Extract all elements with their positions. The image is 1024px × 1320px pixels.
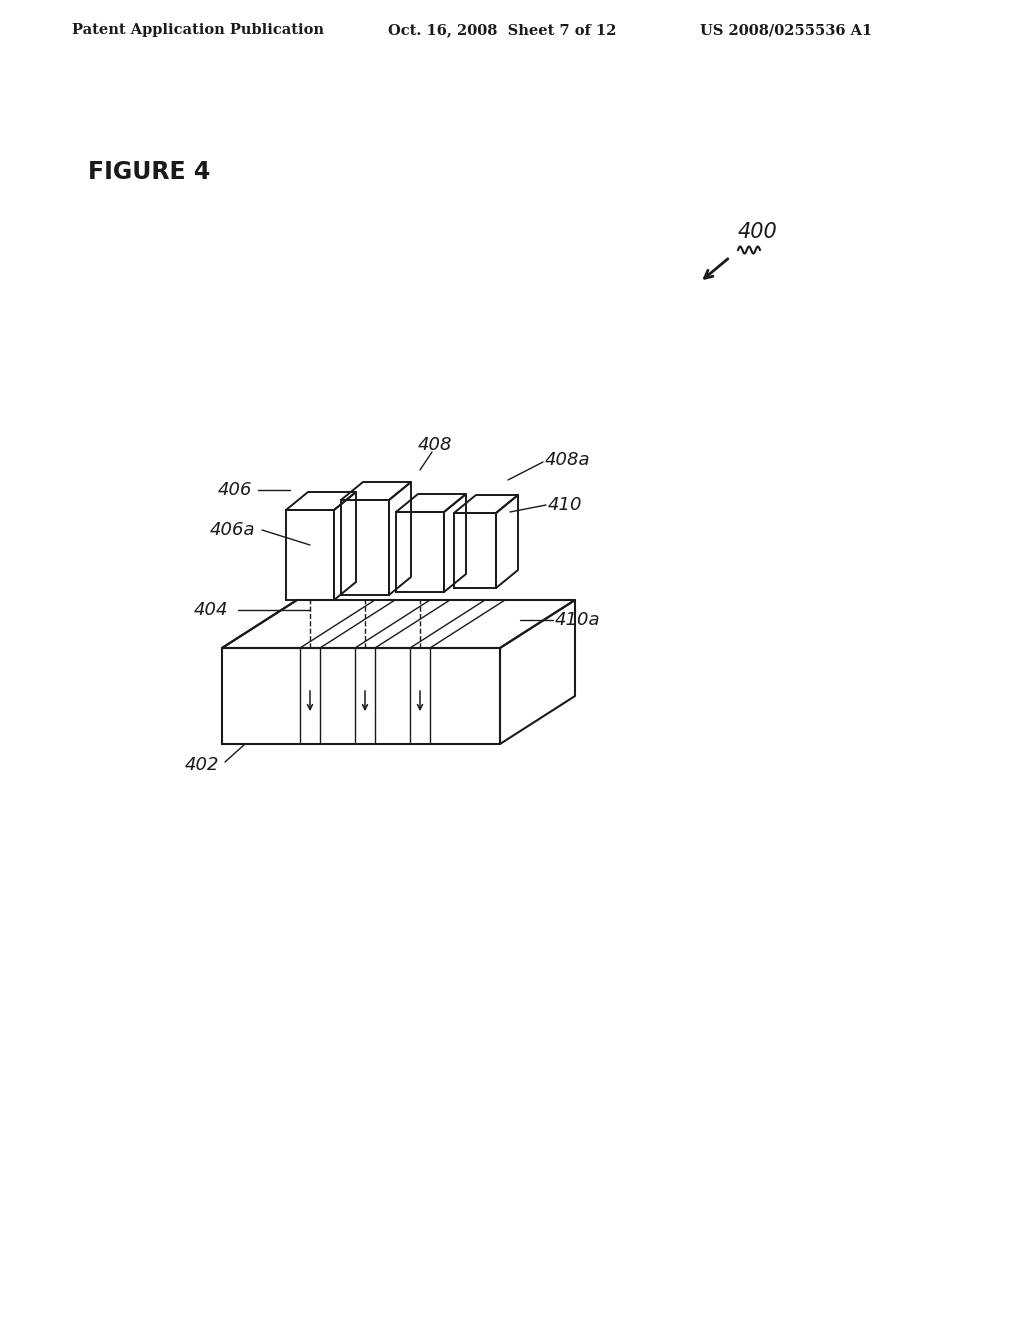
Text: FIGURE 4: FIGURE 4 — [88, 160, 210, 183]
Text: 404: 404 — [194, 601, 228, 619]
Text: 400: 400 — [738, 222, 778, 242]
Text: Patent Application Publication: Patent Application Publication — [72, 22, 324, 37]
Text: US 2008/0255536 A1: US 2008/0255536 A1 — [700, 22, 872, 37]
Text: 402: 402 — [185, 756, 219, 774]
Text: 406a: 406a — [210, 521, 256, 539]
Text: 406: 406 — [218, 480, 253, 499]
Text: Oct. 16, 2008  Sheet 7 of 12: Oct. 16, 2008 Sheet 7 of 12 — [388, 22, 616, 37]
Text: 410: 410 — [548, 496, 583, 513]
Text: 408: 408 — [418, 436, 453, 454]
Text: 408a: 408a — [545, 451, 591, 469]
Text: 410a: 410a — [555, 611, 600, 630]
